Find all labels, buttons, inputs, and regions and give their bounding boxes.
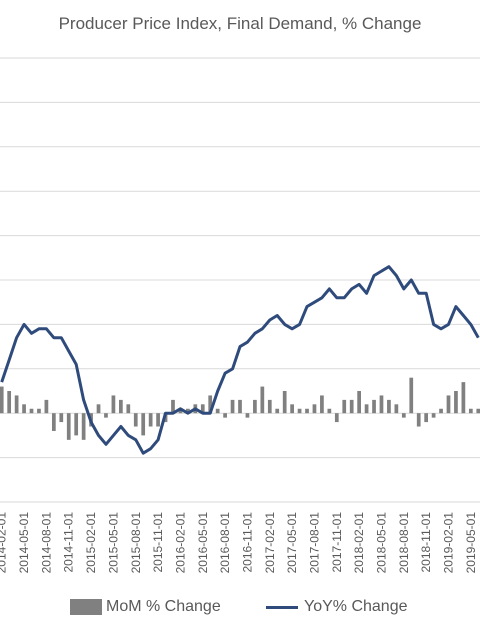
mom-bar (297, 408, 302, 414)
mom-bar (238, 399, 242, 414)
mom-bar (253, 399, 257, 414)
x-tick-label: 2017-08-01 (307, 512, 321, 574)
mom-bar (275, 408, 280, 414)
mom-bar (290, 404, 294, 414)
mom-bar (320, 395, 324, 414)
legend-label-yoy: YoY% Change (304, 598, 408, 615)
x-tick-label: 2017-05-01 (285, 512, 299, 574)
mom-bar (119, 399, 123, 414)
mom-bar (186, 408, 190, 414)
mom-bar (409, 377, 414, 414)
mom-bar (357, 391, 361, 414)
mom-bar (111, 395, 116, 414)
gridlines (0, 57, 480, 503)
mom-bar (416, 413, 421, 427)
mom-bar (424, 413, 429, 423)
mom-bar (223, 413, 227, 418)
mom-bar (66, 413, 71, 440)
mom-bar (178, 408, 183, 414)
mom-bar (468, 408, 473, 414)
x-tick-label: 2017-02-01 (263, 512, 277, 574)
x-tick-label: 2015-11-01 (151, 512, 165, 573)
mom-bar (14, 395, 19, 414)
legend-item-mom: MoM % Change (70, 598, 221, 616)
x-tick-label: 2019-02-01 (441, 512, 455, 574)
mom-bar (364, 404, 369, 414)
legend: MoM % Change YoY% Change (0, 598, 480, 622)
mom-bar (96, 404, 101, 414)
mom-bar (372, 399, 376, 414)
mom-bar (59, 413, 64, 423)
mom-bar (156, 413, 160, 427)
x-tick-label: 2019-05-01 (464, 512, 478, 574)
mom-bar (394, 404, 399, 414)
legend-item-yoy: YoY% Change (266, 598, 408, 616)
mom-bar (7, 391, 12, 414)
x-tick-label: 2015-08-01 (129, 512, 143, 574)
x-tick-label: 2015-05-01 (106, 512, 120, 574)
x-tick-label: 2014-08-01 (39, 512, 53, 574)
mom-bar (439, 408, 443, 414)
mom-bar (446, 395, 451, 414)
x-tick-label: 2018-11-01 (419, 512, 433, 573)
mom-bar (74, 413, 79, 436)
mom-bar (476, 408, 480, 414)
mom-bar (230, 399, 235, 414)
mom-bar (305, 408, 309, 414)
x-tick-label: 2016-02-01 (173, 512, 187, 574)
x-tick-label: 2017-11-01 (330, 512, 344, 573)
mom-bar (37, 408, 41, 414)
x-tick-label: 2016-08-01 (218, 512, 232, 574)
mom-bar (461, 382, 466, 414)
x-tick-label: 2018-08-01 (397, 512, 411, 574)
mom-bar (260, 386, 265, 414)
mom-bar (29, 408, 34, 414)
legend-label-mom: MoM % Change (106, 598, 221, 615)
mom-bar (282, 391, 287, 414)
mom-bar (401, 413, 406, 418)
x-tick-label: 2014-11-01 (62, 512, 76, 573)
x-tick-label: 2018-02-01 (352, 512, 366, 574)
mom-bar (245, 413, 250, 418)
x-tick-labels: 2014-02-01 2014-05-01 2014-08-01 2014-11-01… (0, 512, 478, 574)
mom-bar (327, 408, 332, 414)
mom-bar (312, 404, 317, 414)
x-tick-label: 2015-02-01 (84, 512, 98, 574)
mom-bar (148, 413, 153, 427)
mom-bar (200, 404, 205, 414)
legend-swatch-bar (70, 599, 102, 615)
mom-bar (141, 413, 146, 436)
mom-bar (349, 399, 354, 414)
chart-title: Producer Price Index, Final Demand, % Ch… (58, 14, 422, 33)
x-tick-label: 2014-05-01 (17, 512, 31, 574)
mom-bar (379, 395, 384, 414)
x-tick-label: 2018-05-01 (374, 512, 388, 574)
mom-bars (0, 377, 480, 440)
yoy-line (0, 265, 480, 455)
legend-swatch-line (266, 605, 298, 609)
mom-bar (171, 399, 175, 414)
mom-bar (0, 386, 4, 414)
mom-bar (208, 395, 213, 414)
mom-bar (81, 413, 86, 440)
mom-bar (104, 413, 108, 418)
x-tick-label: 2014-02-01 (0, 512, 9, 574)
mom-bar (267, 399, 272, 414)
x-tick-label: 2016-05-01 (196, 512, 210, 574)
mom-bar (133, 413, 138, 427)
mom-bar (342, 399, 347, 414)
mom-bar (51, 413, 56, 431)
mom-bar (454, 391, 458, 414)
mom-bar (215, 408, 220, 414)
x-tick-label: 2016-11-01 (240, 512, 254, 573)
mom-bar (334, 413, 339, 423)
mom-bar (44, 399, 49, 414)
mom-bar (126, 404, 131, 414)
mom-bar (387, 399, 391, 414)
mom-bar (22, 404, 26, 414)
mom-bar (431, 413, 436, 418)
